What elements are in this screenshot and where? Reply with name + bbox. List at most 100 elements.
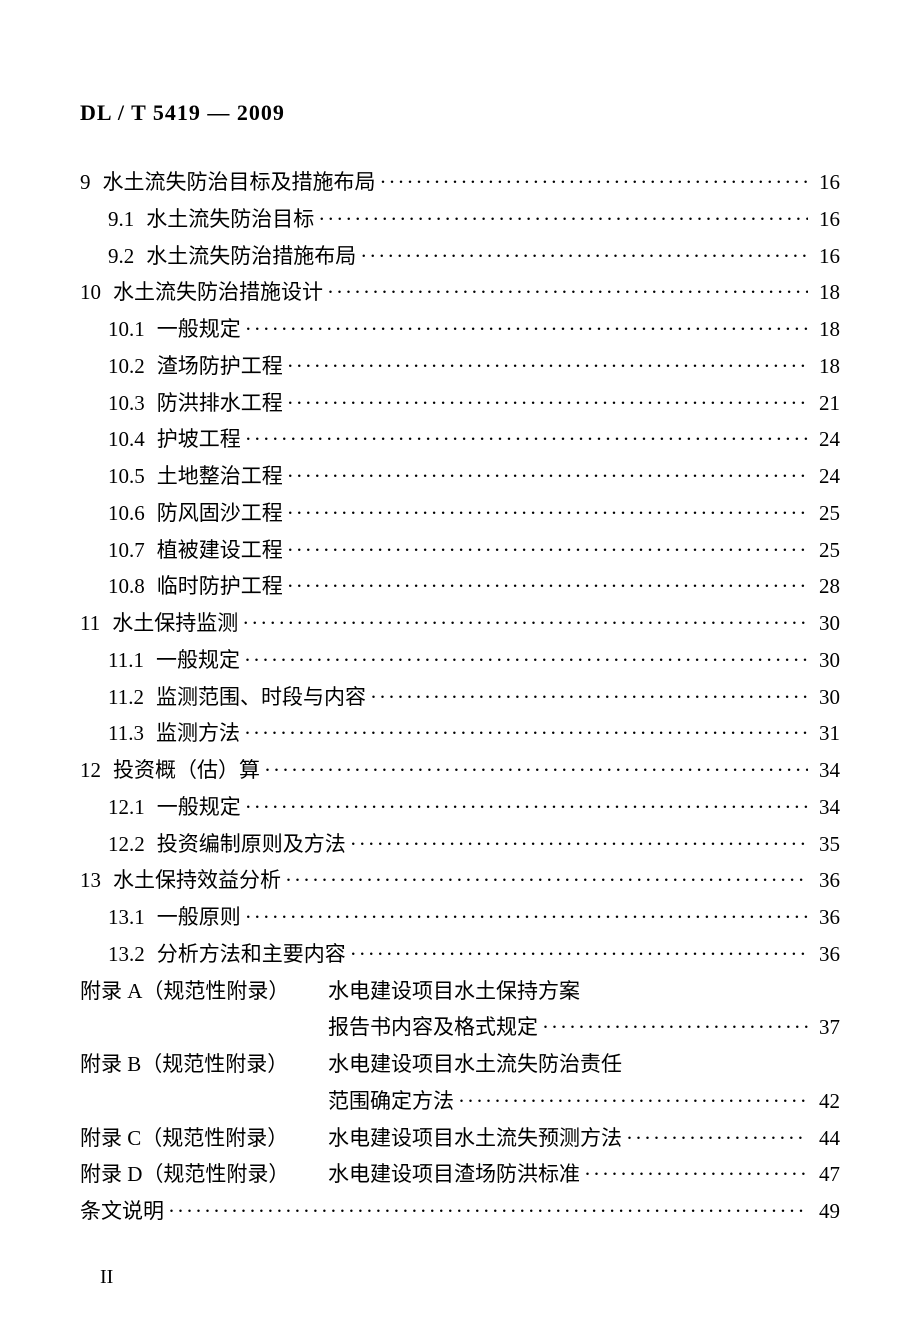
toc-entry-number: 10.3 [108, 385, 145, 422]
dot-leader [168, 1193, 808, 1230]
toc-entry-page: 31 [812, 715, 840, 752]
dot-leader [245, 421, 808, 458]
appendix-entry: 附录 D（规范性附录）水电建设项目渣场防洪标准47 [80, 1156, 840, 1193]
toc-entry-page: 24 [812, 421, 840, 458]
appendix-entry: 附录 C（规范性附录）水电建设项目水土流失预测方法44 [80, 1120, 840, 1157]
toc-entry: 10 水土流失防治措施设计 18 [80, 274, 840, 311]
appendix-label: 附录 B（规范性附录） [80, 1046, 328, 1083]
toc-entry-page: 18 [812, 348, 840, 385]
appendix-title-line1: 水电建设项目水土流失预测方法 [328, 1120, 622, 1157]
toc-entry: 10.1 一般规定 18 [80, 311, 840, 348]
toc-entry-number: 10.5 [108, 458, 145, 495]
dot-leader [327, 274, 808, 311]
toc-entry: 10.7植被建设工程25 [80, 532, 840, 569]
toc-entry-title: 土地整治工程 [157, 458, 283, 495]
toc-entry-number: 9.1 [108, 201, 134, 238]
appendix-entry: 附录 B（规范性附录）水电建设项目水土流失防治责任 [80, 1046, 840, 1083]
appendix-page: 42 [812, 1083, 840, 1120]
toc-entry: 9.1水土流失防治目标16 [80, 201, 840, 238]
toc-entry-page: 18 [812, 274, 840, 311]
appendix-entry: 附录 A（规范性附录）水电建设项目水土保持方案 [80, 973, 840, 1010]
toc-entry-number: 11.3 [108, 715, 144, 752]
toc-entry-page: 25 [812, 495, 840, 532]
toc-entry-title: 投资概（估）算 [113, 752, 260, 789]
dot-leader [242, 605, 808, 642]
appendix-title-line1: 水电建设项目水土流失防治责任 [328, 1046, 622, 1083]
dot-leader [287, 568, 808, 605]
toc-entry-page: 35 [812, 826, 840, 863]
toc-entry-number: 10.2 [108, 348, 145, 385]
toc-entry-number: 9.2 [108, 238, 134, 275]
toc-entry-number: 13.2 [108, 936, 145, 973]
toc-entry-page: 36 [812, 936, 840, 973]
toc-entry-page: 30 [812, 679, 840, 716]
toc-entry-page: 28 [812, 568, 840, 605]
toc-entry: 10.6防风固沙工程25 [80, 495, 840, 532]
toc-entry-title: 监测方法 [156, 715, 240, 752]
toc-entry-number: 12.2 [108, 826, 145, 863]
toc-entry-page: 34 [812, 789, 840, 826]
toc-entry: 13.1一般原则36 [80, 899, 840, 936]
dot-leader [360, 238, 808, 275]
toc-entry: 10.5 土地整治工程 24 [80, 458, 840, 495]
toc-entry: 12.1一般规定34 [80, 789, 840, 826]
dot-leader [287, 458, 808, 495]
table-of-contents: 9水土流失防治目标及措施布局169.1水土流失防治目标169.2水土流失防治措施… [80, 164, 840, 1230]
dot-leader [370, 679, 808, 716]
page-number: II [100, 1266, 113, 1289]
toc-entry: 10.4护坡工程24 [80, 421, 840, 458]
toc-entry-page: 36 [812, 899, 840, 936]
explanation-entry: 条文说明49 [80, 1193, 840, 1230]
dot-leader [318, 201, 808, 238]
standard-code-header: DL / T 5419 — 2009 [80, 100, 840, 126]
dot-leader [584, 1156, 808, 1193]
appendix-label: 附录 A（规范性附录） [80, 973, 328, 1010]
toc-entry-number: 10.7 [108, 532, 145, 569]
dot-leader [287, 348, 808, 385]
toc-entry-number: 10.6 [108, 495, 145, 532]
dot-leader [245, 789, 808, 826]
toc-entry-number: 13 [80, 862, 101, 899]
appendix-entry-continuation: 范围确定方法42 [80, 1083, 840, 1120]
dot-leader [542, 1009, 808, 1046]
explanation-label: 条文说明 [80, 1193, 164, 1230]
toc-entry-number: 11.2 [108, 679, 144, 716]
dot-leader [626, 1120, 808, 1157]
appendix-page: 37 [812, 1009, 840, 1046]
appendix-title-line1: 水电建设项目渣场防洪标准 [328, 1156, 580, 1193]
toc-entry: 12.2 投资编制原则及方法 35 [80, 826, 840, 863]
toc-entry-page: 16 [812, 201, 840, 238]
toc-entry-page: 16 [812, 164, 840, 201]
dot-leader [245, 899, 808, 936]
toc-entry-page: 21 [812, 385, 840, 422]
dot-leader [244, 642, 808, 679]
toc-entry-title: 一般规定 [157, 789, 241, 826]
appendix-title-line2: 报告书内容及格式规定 [328, 1009, 538, 1046]
toc-entry-title: 水土流失防治措施设计 [113, 274, 323, 311]
toc-entry-number: 10.1 [108, 311, 145, 348]
toc-entry-number: 10.4 [108, 421, 145, 458]
toc-entry-number: 10 [80, 274, 101, 311]
toc-entry-title: 一般原则 [157, 899, 241, 936]
dot-leader [287, 385, 808, 422]
toc-entry: 9水土流失防治目标及措施布局16 [80, 164, 840, 201]
toc-entry: 10.2 渣场防护工程 18 [80, 348, 840, 385]
toc-entry: 10.8临时防护工程28 [80, 568, 840, 605]
dot-leader [458, 1083, 808, 1120]
dot-leader [285, 862, 808, 899]
toc-entry: 13水土保持效益分析36 [80, 862, 840, 899]
toc-entry-title: 投资编制原则及方法 [157, 826, 346, 863]
toc-entry-title: 水土流失防治目标及措施布局 [103, 164, 376, 201]
toc-entry: 11水土保持监测30 [80, 605, 840, 642]
dot-leader [350, 826, 808, 863]
toc-entry: 12投资概（估）算34 [80, 752, 840, 789]
toc-entry-title: 水土保持效益分析 [113, 862, 281, 899]
toc-entry-title: 一般规定 [157, 311, 241, 348]
toc-entry-title: 防洪排水工程 [157, 385, 283, 422]
toc-entry-title: 渣场防护工程 [157, 348, 283, 385]
toc-entry: 10.3 防洪排水工程 21 [80, 385, 840, 422]
toc-entry-page: 25 [812, 532, 840, 569]
dot-leader [287, 495, 808, 532]
toc-entry-page: 18 [812, 311, 840, 348]
toc-entry-page: 24 [812, 458, 840, 495]
